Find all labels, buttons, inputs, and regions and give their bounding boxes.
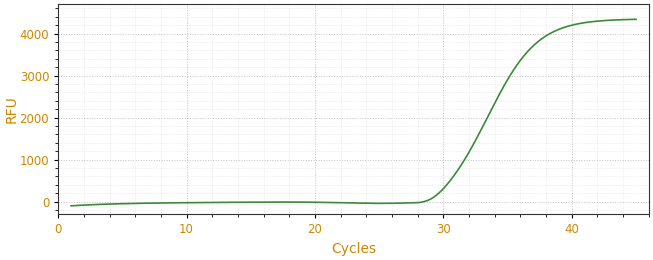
Y-axis label: RFU: RFU bbox=[4, 95, 18, 123]
X-axis label: Cycles: Cycles bbox=[331, 242, 376, 256]
